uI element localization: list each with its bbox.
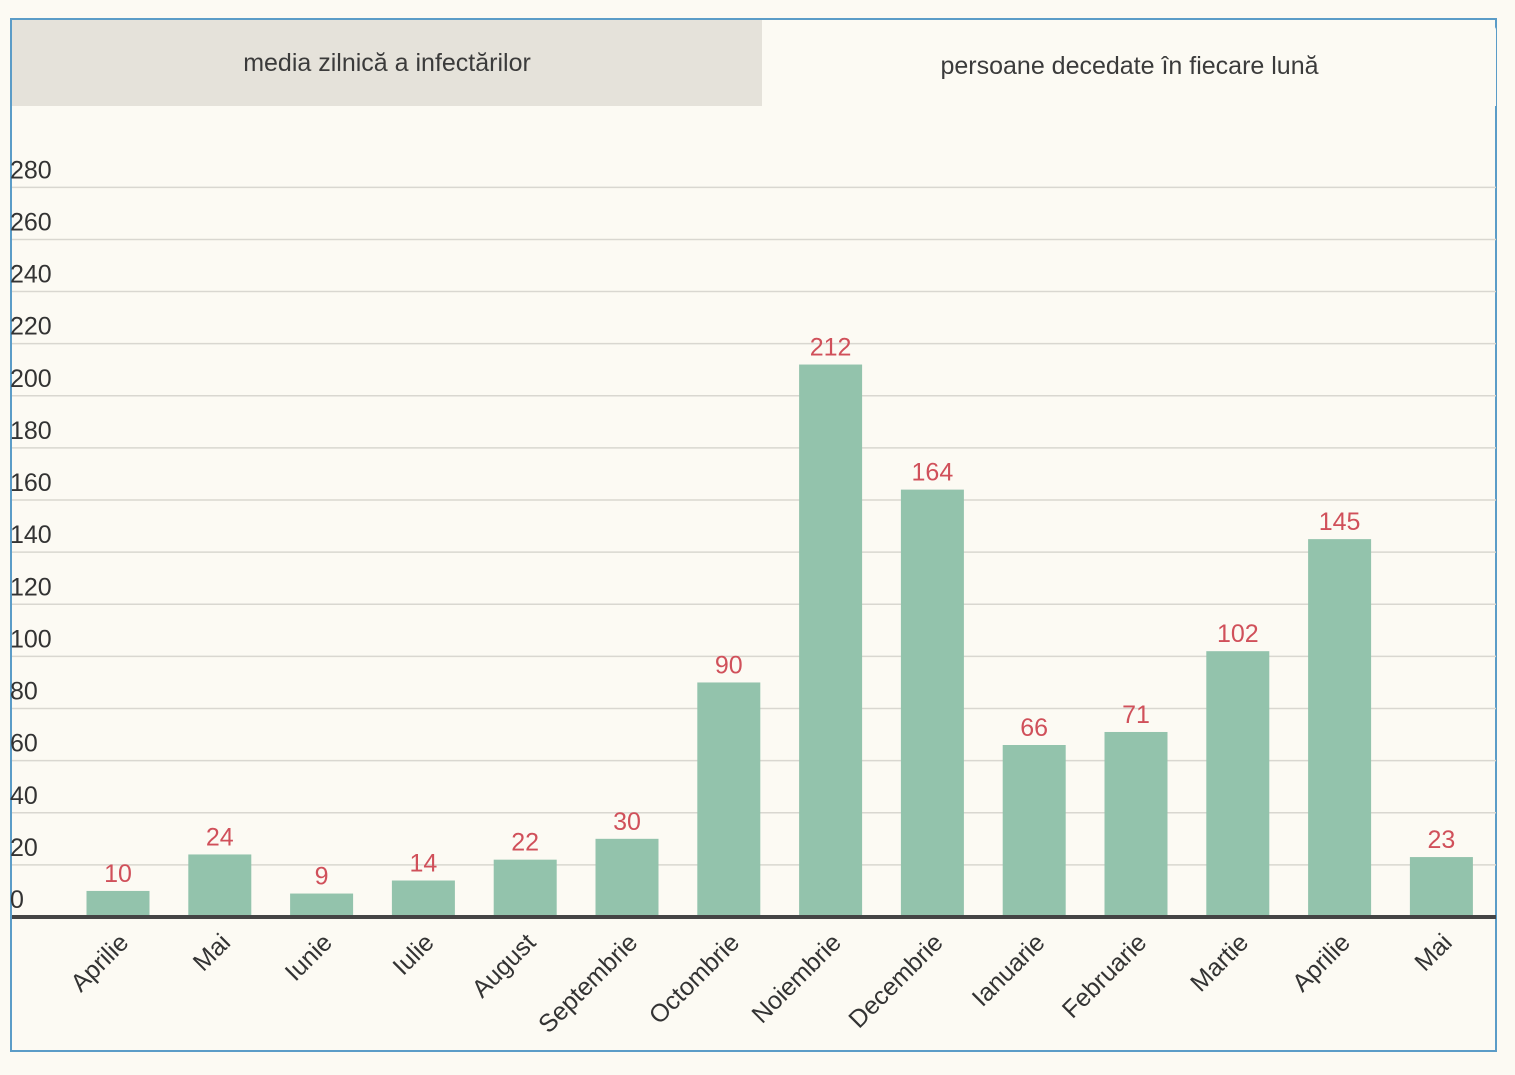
bar-value-label: 9 bbox=[315, 863, 329, 891]
bar bbox=[493, 859, 557, 917]
bar-value-label: 22 bbox=[511, 829, 539, 857]
x-tick-label: Aprilie bbox=[1287, 928, 1356, 997]
bar bbox=[1409, 857, 1473, 917]
y-tick-label: 20 bbox=[10, 834, 38, 862]
x-tick-label: Februarie bbox=[1057, 928, 1152, 1023]
bars bbox=[86, 364, 1473, 917]
x-tick-label: Septembrie bbox=[533, 928, 643, 1038]
bar-value-label: 66 bbox=[1020, 714, 1048, 742]
bar-value-label: 212 bbox=[810, 334, 852, 362]
y-tick-label: 240 bbox=[10, 261, 52, 289]
bar bbox=[1104, 731, 1168, 917]
y-tick-label: 80 bbox=[10, 678, 38, 706]
bar bbox=[290, 893, 354, 917]
x-tick-label: Ianuarie bbox=[967, 928, 1051, 1012]
x-tick-label: Martie bbox=[1185, 928, 1254, 997]
y-tick-label: 180 bbox=[10, 417, 52, 445]
bar-value-label: 145 bbox=[1319, 508, 1361, 536]
y-tick-label: 260 bbox=[10, 208, 52, 236]
bar bbox=[1308, 539, 1372, 917]
bar-value-label: 14 bbox=[409, 850, 437, 878]
tab-monthly-deaths[interactable]: persoane decedate în fiecare lună bbox=[763, 26, 1496, 106]
bar-value-label: 102 bbox=[1217, 620, 1259, 648]
tab-bar: media zilnică a infectărilor persoane de… bbox=[12, 20, 1496, 108]
y-tick-label: 140 bbox=[10, 521, 52, 549]
x-tick-label: Octombrie bbox=[644, 928, 745, 1029]
y-tick-label: 100 bbox=[10, 625, 52, 653]
bar bbox=[697, 682, 761, 917]
x-tick-label: Aprilie bbox=[65, 928, 134, 997]
bar bbox=[1206, 651, 1270, 917]
bar bbox=[1002, 745, 1066, 917]
bar-value-label: 71 bbox=[1122, 701, 1150, 729]
y-tick-label: 0 bbox=[10, 886, 24, 914]
bar bbox=[188, 854, 252, 917]
x-tick-label: Decembrie bbox=[843, 928, 948, 1033]
value-labels: 10 24 9 14 22 30 90 212 164 66 71 102 145 23 bbox=[104, 334, 1455, 891]
bar bbox=[799, 364, 863, 917]
x-tick-label: Mai bbox=[1409, 928, 1457, 976]
y-tick-label: 220 bbox=[10, 313, 52, 341]
y-tick-label: 120 bbox=[10, 573, 52, 601]
bar bbox=[86, 890, 150, 917]
bar bbox=[900, 489, 964, 917]
bar bbox=[391, 880, 455, 917]
y-tick-label: 60 bbox=[10, 730, 38, 758]
bar-value-label: 24 bbox=[206, 823, 234, 851]
tab-daily-infections[interactable]: media zilnică a infectărilor bbox=[12, 20, 762, 106]
bar-value-label: 30 bbox=[613, 808, 641, 836]
x-tick-label: August bbox=[467, 928, 542, 1003]
y-tick-label: 160 bbox=[10, 469, 52, 497]
y-tick-label: 200 bbox=[10, 365, 52, 393]
y-tick-label: 40 bbox=[10, 782, 38, 810]
bar-value-label: 23 bbox=[1427, 826, 1455, 854]
y-tick-label: 280 bbox=[10, 156, 52, 184]
x-tick-label: Iunie bbox=[280, 928, 338, 986]
bar bbox=[595, 838, 659, 917]
bar-value-label: 90 bbox=[715, 651, 743, 679]
bar-value-label: 164 bbox=[912, 459, 954, 487]
y-axis: 0 20 40 60 80 100 120 140 160 180 200 220 240 260 280 bbox=[10, 156, 52, 914]
x-tick-label: Iulie bbox=[387, 928, 439, 980]
bar-value-label: 10 bbox=[104, 860, 132, 888]
x-tick-label: Noiembrie bbox=[746, 928, 846, 1028]
x-tick-label: Mai bbox=[188, 928, 236, 976]
